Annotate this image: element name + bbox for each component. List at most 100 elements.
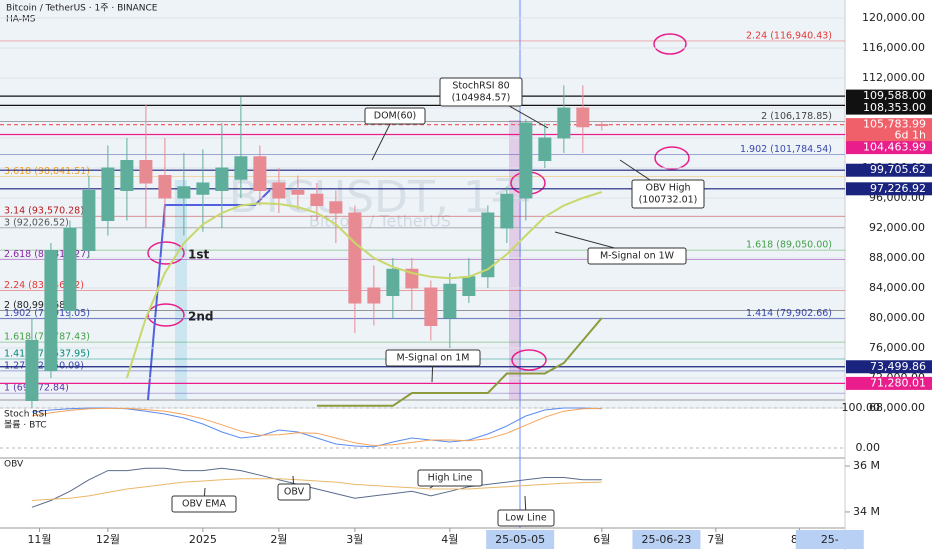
price-label: 97,226.92 [870, 182, 926, 195]
candle-body [177, 186, 191, 199]
x-marker-box [486, 530, 555, 549]
pane-title: Stoch RSI [4, 410, 47, 420]
x-marker-label: 25- [821, 533, 839, 546]
candle-body [272, 182, 286, 199]
x-tick-label: 2025 [189, 533, 217, 546]
candle-body [348, 212, 362, 304]
candle-body [215, 167, 229, 191]
candle-body [253, 156, 267, 191]
candle-body [538, 137, 552, 161]
x-marker-box [632, 530, 701, 549]
price-label: 73,499.86 [870, 360, 926, 373]
candle-body [82, 190, 96, 251]
level-label: 1.902 (101,784.54) [740, 144, 832, 155]
y-tick-label: 100.00 [842, 401, 881, 414]
callout-text: OBV [284, 487, 305, 498]
level-label: 3 (92,026.52) [4, 217, 69, 228]
price-label-box [846, 89, 932, 103]
callout-box [277, 483, 311, 501]
callout-text: (104984.57) [452, 93, 511, 104]
circle-marker [653, 33, 687, 55]
circle-marker [147, 241, 185, 265]
candle-body [291, 190, 305, 195]
price-label-box [846, 182, 932, 196]
callout-text: M-Signal on 1M [397, 353, 470, 364]
x-tick-label: 3월 [346, 533, 363, 546]
callout-text: 2nd [188, 310, 213, 324]
candle-body [595, 124, 609, 126]
callout-text: M-Signal on 1W [600, 251, 675, 262]
callout-text: Low Line [505, 513, 547, 524]
x-marker-box [795, 530, 864, 549]
circle-marker [654, 146, 690, 170]
candle-body [158, 175, 172, 199]
y-tick-label: 80,000.00 [869, 311, 925, 324]
candle-body [424, 287, 438, 326]
x-tick-label: 4월 [441, 533, 458, 546]
y-tick-label: 0.00 [856, 441, 881, 454]
y-tick-label: 76,000.00 [869, 341, 925, 354]
y-tick-label: 112,000.00 [862, 71, 925, 84]
callout-box [439, 77, 523, 107]
price-label: 99,705.62 [870, 163, 926, 176]
signal-line [316, 317, 603, 407]
candle-body [557, 107, 571, 139]
candle-body [443, 283, 457, 319]
obv-line [31, 467, 602, 508]
x-tick-label: 11월 [27, 533, 51, 546]
price-label-box [846, 376, 932, 390]
pane-title: OBV [4, 460, 24, 470]
obv-line [31, 478, 602, 501]
y-tick-label: 92,000.00 [869, 221, 925, 234]
level-label: 1.414 (79,902.66) [746, 308, 832, 319]
price-label: 109,588.00 [863, 89, 926, 102]
indicator-name: HA-MS [6, 15, 36, 25]
candle-body [139, 160, 153, 184]
callout-text: OBV High [645, 183, 690, 194]
level-label: 2.24 (116,940.43) [746, 30, 832, 41]
price-label-box [846, 163, 932, 177]
level-label: 1.27 (72,950.09) [4, 360, 84, 371]
chart-title: Bitcoin / TetherUS · 1주 · BINANCE [6, 3, 158, 14]
callout-text: DOM(60) [374, 111, 417, 122]
level-label: 1.618 (89,050.00) [746, 240, 832, 251]
pane-subtitle: 볼륨 · BTC [4, 420, 47, 431]
level-label: 3.14 (93,570.28) [4, 206, 84, 217]
callout-box [417, 469, 483, 487]
y-tick-label: 34 M [853, 505, 880, 518]
price-label-box [846, 141, 932, 155]
candle-body [519, 122, 533, 199]
price-label-note: 6d 1h [895, 129, 926, 142]
y-tick-label: 84,000.00 [869, 281, 925, 294]
x-tick-label: 7월 [707, 533, 724, 546]
candle-body [234, 156, 248, 180]
candle-body [63, 227, 77, 311]
callout-box [587, 247, 687, 265]
x-tick-label: 2월 [270, 533, 287, 546]
candle-body [576, 107, 590, 128]
signal-line [125, 191, 603, 379]
x-tick-label: 6월 [593, 533, 610, 546]
candle-body [329, 201, 343, 214]
candle-body [500, 193, 514, 229]
y-tick-label: 116,000.00 [862, 41, 925, 54]
price-label: 108,353.00 [863, 101, 926, 114]
y-tick-label: 88,000.00 [869, 251, 925, 264]
candle-body [25, 340, 39, 401]
price-label: 105,783.99 [863, 118, 926, 131]
callout-box [171, 495, 237, 513]
candle-body [44, 250, 58, 371]
callout-box [385, 349, 481, 367]
y-tick-label: 68,000.00 [869, 401, 925, 414]
price-label-box [846, 101, 932, 115]
x-tick-label: 12월 [96, 533, 120, 546]
price-label-box [846, 118, 932, 143]
candle-body [386, 268, 400, 296]
callout-text: (100732.01) [639, 195, 698, 206]
candle-body [462, 276, 476, 296]
circle-marker [511, 349, 547, 371]
x-marker-label: 25-05-05 [495, 533, 545, 546]
callout-box [364, 107, 426, 125]
y-tick-label: 36 M [853, 459, 880, 472]
